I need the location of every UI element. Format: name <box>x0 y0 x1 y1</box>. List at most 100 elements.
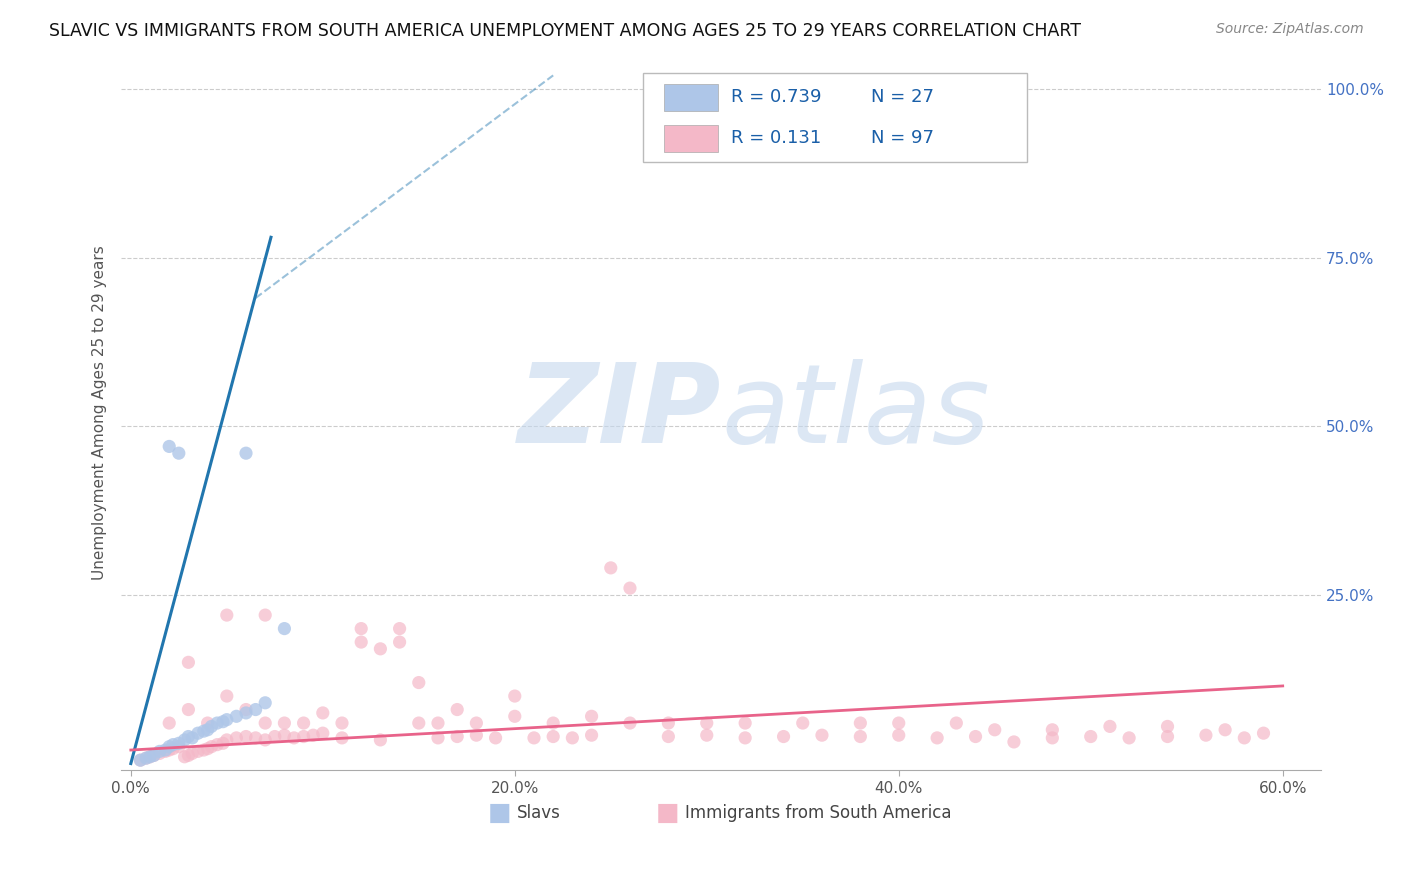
Point <box>312 726 335 740</box>
Point <box>1253 726 1275 740</box>
Point <box>370 641 392 656</box>
Point <box>619 581 641 595</box>
Point <box>1080 730 1102 744</box>
Point <box>254 608 277 623</box>
Point <box>205 738 228 752</box>
Point <box>292 716 315 731</box>
Point <box>561 731 583 745</box>
Point <box>330 716 353 731</box>
Point <box>157 743 180 757</box>
Point <box>350 622 373 636</box>
Point <box>446 702 468 716</box>
Point <box>177 730 200 744</box>
Point <box>177 656 200 670</box>
Text: N = 97: N = 97 <box>872 129 934 147</box>
Point <box>215 732 238 747</box>
Point <box>225 731 247 745</box>
Point <box>263 730 285 744</box>
Point <box>312 706 335 720</box>
Text: ■: ■ <box>655 801 679 825</box>
Text: ■: ■ <box>488 801 510 825</box>
Point <box>200 719 222 733</box>
Point <box>157 439 180 453</box>
Text: Source: ZipAtlas.com: Source: ZipAtlas.com <box>1216 22 1364 37</box>
Point <box>657 730 679 744</box>
Point <box>142 748 165 763</box>
Text: R = 0.131: R = 0.131 <box>731 129 821 147</box>
Point <box>177 702 200 716</box>
Text: ZIP: ZIP <box>517 359 721 467</box>
Point <box>734 716 756 731</box>
Point <box>696 728 718 742</box>
Text: SLAVIC VS IMMIGRANTS FROM SOUTH AMERICA UNEMPLOYMENT AMONG AGES 25 TO 29 YEARS C: SLAVIC VS IMMIGRANTS FROM SOUTH AMERICA … <box>49 22 1081 40</box>
Point <box>302 728 325 742</box>
Point <box>167 736 190 750</box>
Point <box>927 731 949 745</box>
Point <box>212 714 235 729</box>
Point <box>408 716 430 731</box>
Point <box>177 748 200 763</box>
Point <box>657 716 679 731</box>
Point <box>503 709 526 723</box>
Point <box>167 739 190 754</box>
Point <box>619 716 641 731</box>
Text: atlas: atlas <box>721 359 990 467</box>
Point <box>1098 719 1121 733</box>
Point <box>734 731 756 745</box>
Point <box>283 731 305 745</box>
Point <box>139 749 162 764</box>
Point <box>273 716 295 731</box>
Point <box>388 622 411 636</box>
Point <box>149 747 172 761</box>
Point <box>1040 723 1063 737</box>
Point <box>200 739 222 754</box>
Point <box>173 732 195 747</box>
Point <box>1195 728 1218 742</box>
Point <box>254 696 277 710</box>
Point <box>235 730 257 744</box>
Point <box>225 709 247 723</box>
Point <box>197 723 219 737</box>
Point <box>292 730 315 744</box>
Point <box>157 716 180 731</box>
Point <box>503 689 526 703</box>
Point <box>965 730 987 744</box>
FancyBboxPatch shape <box>664 125 717 153</box>
Point <box>446 730 468 744</box>
Point <box>157 739 180 754</box>
Point <box>945 716 967 731</box>
Point <box>181 747 204 761</box>
Point <box>1233 731 1256 745</box>
FancyBboxPatch shape <box>664 84 717 111</box>
Text: Slavs: Slavs <box>517 805 561 822</box>
Point <box>167 446 190 460</box>
Point <box>193 743 215 757</box>
Point <box>330 731 353 745</box>
Text: Immigrants from South America: Immigrants from South America <box>685 805 952 822</box>
Point <box>135 751 157 765</box>
Point <box>1040 731 1063 745</box>
Point <box>173 749 195 764</box>
Point <box>772 730 794 744</box>
Point <box>149 744 172 758</box>
Point <box>350 635 373 649</box>
Point <box>212 736 235 750</box>
Point <box>135 751 157 765</box>
Point <box>370 732 392 747</box>
Point <box>155 744 177 758</box>
Point <box>427 716 450 731</box>
Point <box>849 730 872 744</box>
Point <box>205 716 228 731</box>
Text: R = 0.739: R = 0.739 <box>731 87 821 105</box>
Point <box>541 730 564 744</box>
Point <box>254 732 277 747</box>
Point <box>427 731 450 745</box>
Point <box>983 723 1005 737</box>
Point <box>235 702 257 716</box>
Point <box>388 635 411 649</box>
Point <box>581 728 603 742</box>
Point <box>187 744 209 758</box>
FancyBboxPatch shape <box>643 73 1028 162</box>
Point <box>235 706 257 720</box>
Point <box>197 716 219 731</box>
